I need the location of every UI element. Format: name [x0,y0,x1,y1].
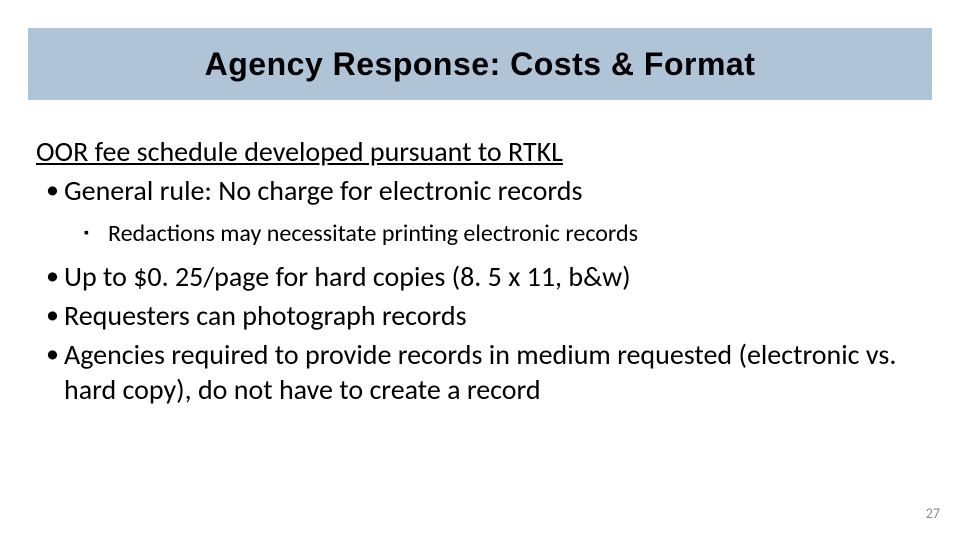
bullet-item: • Agencies required to provide records i… [36,337,924,407]
bullet-item: • Up to $0. 25/page for hard copies (8. … [36,259,924,294]
page-number: 27 [926,505,940,522]
bullet-text: Requesters can photograph records [64,298,924,333]
slide: Agency Response: Costs & Format OOR fee … [0,0,960,540]
bullet-dot-icon: • [36,337,64,370]
bullet-text: Up to $0. 25/page for hard copies (8. 5 … [64,259,924,294]
bullet-dot-icon: • [36,259,64,292]
bullet-text: General rule: No charge for electronic r… [64,173,924,208]
bullet-square-icon: ▪ [84,218,108,242]
bullet-dot-icon: • [36,173,64,206]
sub-bullet-text: Redactions may necessitate printing elec… [108,218,924,249]
slide-content: OOR fee schedule developed pursuant to R… [36,134,924,409]
slide-title: Agency Response: Costs & Format [205,46,756,83]
sub-bullet-item: ▪ Redactions may necessitate printing el… [36,218,924,249]
bullet-item: • Requesters can photograph records [36,298,924,333]
bullet-item: • General rule: No charge for electronic… [36,173,924,208]
bullet-dot-icon: • [36,298,64,331]
content-subheading: OOR fee schedule developed pursuant to R… [36,134,924,169]
title-band: Agency Response: Costs & Format [28,28,932,100]
bullet-text: Agencies required to provide records in … [64,337,924,407]
